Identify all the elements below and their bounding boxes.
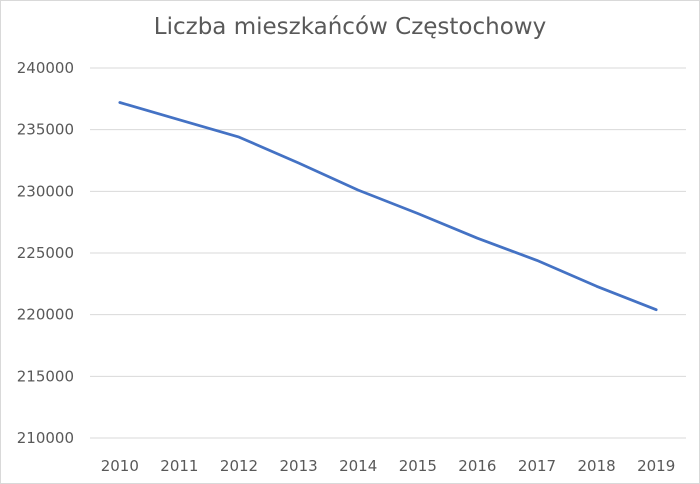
y-tick-label: 235000 (17, 121, 74, 139)
x-tick-label: 2014 (339, 457, 377, 475)
y-tick-label: 220000 (17, 306, 74, 324)
series-line (118, 101, 658, 312)
y-tick-label: 215000 (17, 367, 74, 385)
x-tick-label: 2016 (458, 457, 496, 475)
y-tick-label: 210000 (17, 429, 74, 447)
y-tick-label: 230000 (17, 182, 74, 200)
x-tick-label: 2011 (160, 457, 198, 475)
y-tick-label: 240000 (17, 59, 74, 77)
x-tick-label: 2012 (220, 457, 258, 475)
x-tick-label: 2018 (578, 457, 616, 475)
x-tick-label: 2010 (101, 457, 139, 475)
x-tick-label: 2015 (399, 457, 437, 475)
chart-title: Liczba mieszkańców Częstochowy (153, 14, 547, 40)
x-tick-label: 2019 (637, 457, 675, 475)
x-tick-label: 2017 (518, 457, 556, 475)
x-tick-label: 2013 (280, 457, 318, 475)
y-tick-label: 225000 (17, 244, 74, 262)
